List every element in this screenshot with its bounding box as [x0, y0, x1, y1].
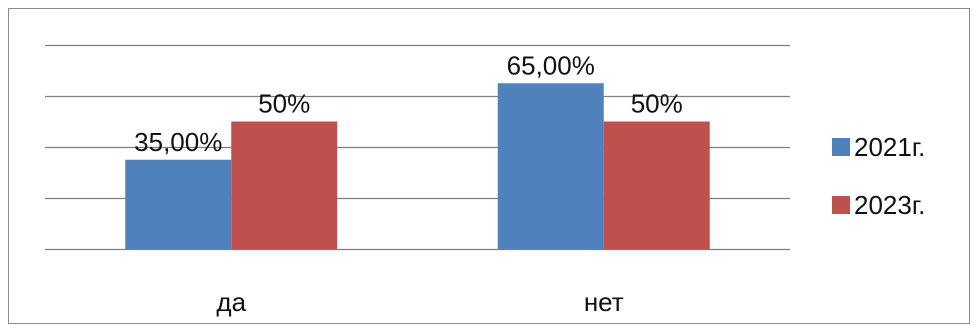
bar-1-2	[497, 83, 604, 249]
legend-label-1: 2021г.	[854, 132, 925, 162]
legend-swatch-1	[832, 138, 850, 156]
legend-swatch-2	[832, 196, 850, 214]
bars	[125, 83, 710, 249]
data-label-1-2: 65,00%	[507, 50, 595, 80]
data-label-2-1: 50%	[258, 89, 310, 119]
bar-2-2	[603, 121, 710, 249]
bar-1-1	[125, 159, 232, 249]
category-label-2: нет	[584, 287, 624, 317]
legend: 2021г. 2023г.	[832, 132, 925, 220]
legend-label-2: 2023г.	[854, 190, 925, 220]
data-labels: 35,00% 50% 65,00% 50%	[134, 50, 683, 157]
bar-2-1	[231, 121, 338, 249]
category-label-1: да	[216, 287, 246, 317]
data-label-2-2: 50%	[631, 89, 683, 119]
category-labels: да нет	[216, 287, 623, 317]
data-label-1-1: 35,00%	[134, 127, 222, 157]
